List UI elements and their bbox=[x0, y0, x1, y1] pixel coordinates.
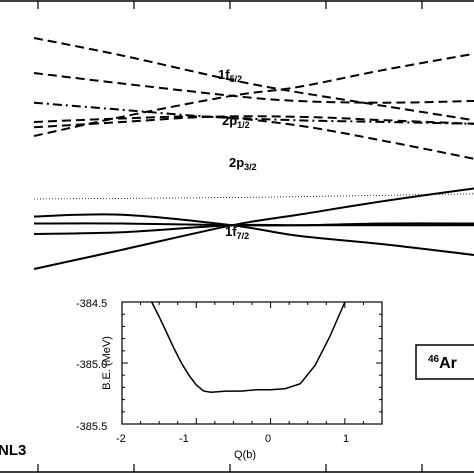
level-curve-2 bbox=[33, 72, 474, 104]
level-labels: 1f5/2 2p1/2 2p3/2 1f7/2 bbox=[218, 67, 257, 241]
nucleus-label: 46Ar bbox=[415, 344, 474, 380]
inset-ylabel: B.E. (MeV) bbox=[101, 336, 113, 390]
level-label-2p12: 2p1/2 bbox=[222, 113, 250, 130]
level-curve-4 bbox=[33, 115, 474, 160]
level-curves bbox=[33, 37, 474, 270]
level-curve-3 bbox=[33, 101, 474, 125]
inset-ytick-0: -384.5 bbox=[76, 298, 107, 310]
inset-ytick-1: -385.0 bbox=[76, 359, 107, 371]
level-curve-0 bbox=[33, 37, 474, 122]
model-label: NL3 bbox=[0, 442, 26, 459]
level-label-1f52: 1f5/2 bbox=[218, 67, 242, 84]
level-label-2p32: 2p3/2 bbox=[229, 155, 257, 172]
inset-xtick-3: 1 bbox=[343, 433, 349, 445]
inset-xtick-2: 0 bbox=[265, 433, 271, 445]
inset-frame bbox=[121, 301, 383, 425]
inset-xlabel: Q(b) bbox=[234, 449, 256, 461]
level-curve-9 bbox=[33, 223, 474, 235]
level-curve-5 bbox=[33, 115, 474, 129]
inset-ytick-2: -385.5 bbox=[76, 421, 107, 433]
inset-xtick-1: -1 bbox=[179, 433, 189, 445]
level-curve-6 bbox=[33, 213, 474, 256]
inset-xtick-0: -2 bbox=[116, 433, 126, 445]
level-curve-10 bbox=[33, 193, 474, 200]
binding-energy-inset: -384.5 -385.0 -385.5 -2 -1 0 1 Q(b) B.E.… bbox=[76, 298, 383, 461]
level-curve-1 bbox=[33, 52, 474, 137]
inset-ticks bbox=[121, 301, 383, 425]
nucleus-label-text: 46Ar bbox=[428, 354, 457, 372]
level-curve-8 bbox=[33, 187, 474, 270]
inset-binding-energy-curve bbox=[151, 301, 346, 394]
nucleus-label-box bbox=[415, 344, 474, 380]
level-label-1f72: 1f7/2 bbox=[225, 224, 249, 241]
